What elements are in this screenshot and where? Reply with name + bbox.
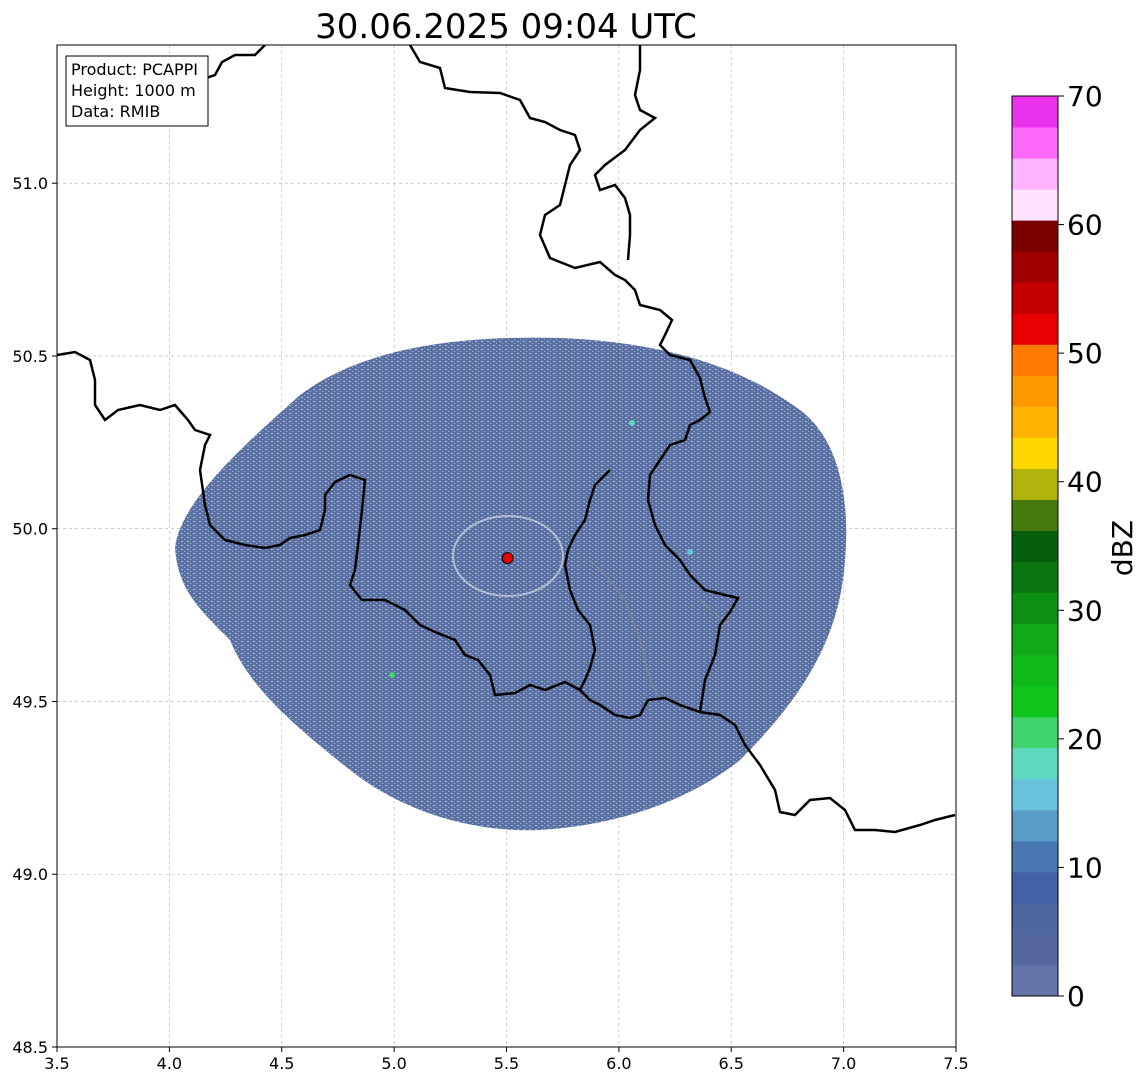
echo-cell [687, 549, 693, 555]
info-box-frame [65, 55, 209, 127]
colorbar-segment [1012, 344, 1058, 376]
map-plot-area [57, 45, 956, 1047]
radar-clutter-ring [452, 515, 564, 597]
colorbar-tick-label: 40 [1067, 466, 1103, 499]
colorbar-segment [1012, 530, 1058, 563]
info-product: Product: PCAPPI [71, 60, 198, 79]
colorbar-segment [1012, 437, 1058, 469]
x-tick-label: 5.0 [381, 1054, 406, 1073]
colorbar-segment [1012, 468, 1058, 500]
colorbar-segment [1012, 251, 1058, 283]
echo-cell [389, 672, 395, 678]
colorbar-tick-label: 70 [1067, 80, 1103, 113]
x-axis-ticks: 3.5 4.0 4.5 5.0 5.5 6.0 6.5 7.0 7.5 [44, 1047, 969, 1073]
colorbar-segment [1012, 778, 1058, 811]
colorbar-segment [1012, 685, 1058, 718]
y-tick-label: 51.0 [12, 174, 48, 193]
colorbar-tick-label: 20 [1067, 723, 1103, 756]
colorbar-segment [1012, 189, 1058, 221]
colorbar-segment [1012, 220, 1058, 252]
x-tick-label: 5.5 [494, 1054, 519, 1073]
x-tick-label: 6.5 [719, 1054, 744, 1073]
info-height: Height: 1000 m [71, 81, 196, 100]
colorbar-segment [1012, 716, 1058, 749]
colorbar-segment [1012, 592, 1058, 625]
y-tick-label: 49.5 [12, 692, 48, 711]
colorbar-segment [1012, 747, 1058, 780]
colorbar-tick-label: 30 [1067, 594, 1103, 627]
y-tick-label: 49.0 [12, 865, 48, 884]
colorbar-segment [1012, 809, 1058, 842]
info-data-source: Data: RMIB [71, 102, 160, 121]
colorbar-tick-label: 0 [1067, 980, 1085, 1013]
colorbar-segment [1012, 964, 1058, 997]
colorbar-segment [1012, 561, 1058, 594]
echo-cell [629, 420, 635, 426]
colorbar-tick-label: 10 [1067, 851, 1103, 884]
country-border [57, 350, 956, 834]
colorbar-segment [1012, 654, 1058, 687]
colorbar-segment [1012, 902, 1058, 935]
y-tick-label: 50.5 [12, 347, 48, 366]
colorbar-label: dBZ [1106, 520, 1139, 576]
y-tick-label: 50.0 [12, 520, 48, 539]
country-border [408, 45, 740, 713]
colorbar-segment [1012, 313, 1058, 345]
x-tick-label: 7.0 [831, 1054, 856, 1073]
colorbar-segment [1012, 871, 1058, 904]
x-tick-label: 4.0 [157, 1054, 182, 1073]
colorbar-segment [1012, 623, 1058, 656]
colorbar-segment [1012, 127, 1058, 159]
river-line [589, 559, 731, 701]
y-tick-label: 48.5 [12, 1038, 48, 1057]
colorbar-frame [1011, 95, 1059, 997]
map-title: 30.06.2025 09:04 UTC [315, 7, 697, 47]
colorbar-segment [1012, 158, 1058, 190]
country-border [563, 469, 611, 691]
country-border [593, 45, 658, 261]
colorbar-segment [1012, 375, 1058, 407]
colorbar-segment [1012, 96, 1058, 128]
colorbar [1012, 96, 1058, 997]
colorbar-tick-label: 60 [1067, 209, 1103, 242]
info-box: Product: PCAPPI Height: 1000 m Data: RMI… [65, 55, 209, 127]
colorbar-segment [1012, 282, 1058, 314]
x-tick-label: 3.5 [44, 1054, 69, 1073]
colorbar-ticks: 0 10 20 30 40 50 60 70 [1058, 80, 1103, 1013]
x-tick-label: 7.5 [943, 1054, 968, 1073]
radar-echo-area [175, 337, 847, 831]
x-tick-label: 6.0 [606, 1054, 631, 1073]
colorbar-segment [1012, 933, 1058, 966]
colorbar-tick-label: 50 [1067, 337, 1103, 370]
colorbar-segment [1012, 499, 1058, 531]
radar-site-marker [501, 552, 514, 565]
y-axis-ticks: 48.5 49.0 49.5 50.0 50.5 51.0 [12, 174, 57, 1057]
colorbar-segment [1012, 840, 1058, 873]
x-tick-label: 4.5 [269, 1054, 294, 1073]
colorbar-segment [1012, 406, 1058, 438]
